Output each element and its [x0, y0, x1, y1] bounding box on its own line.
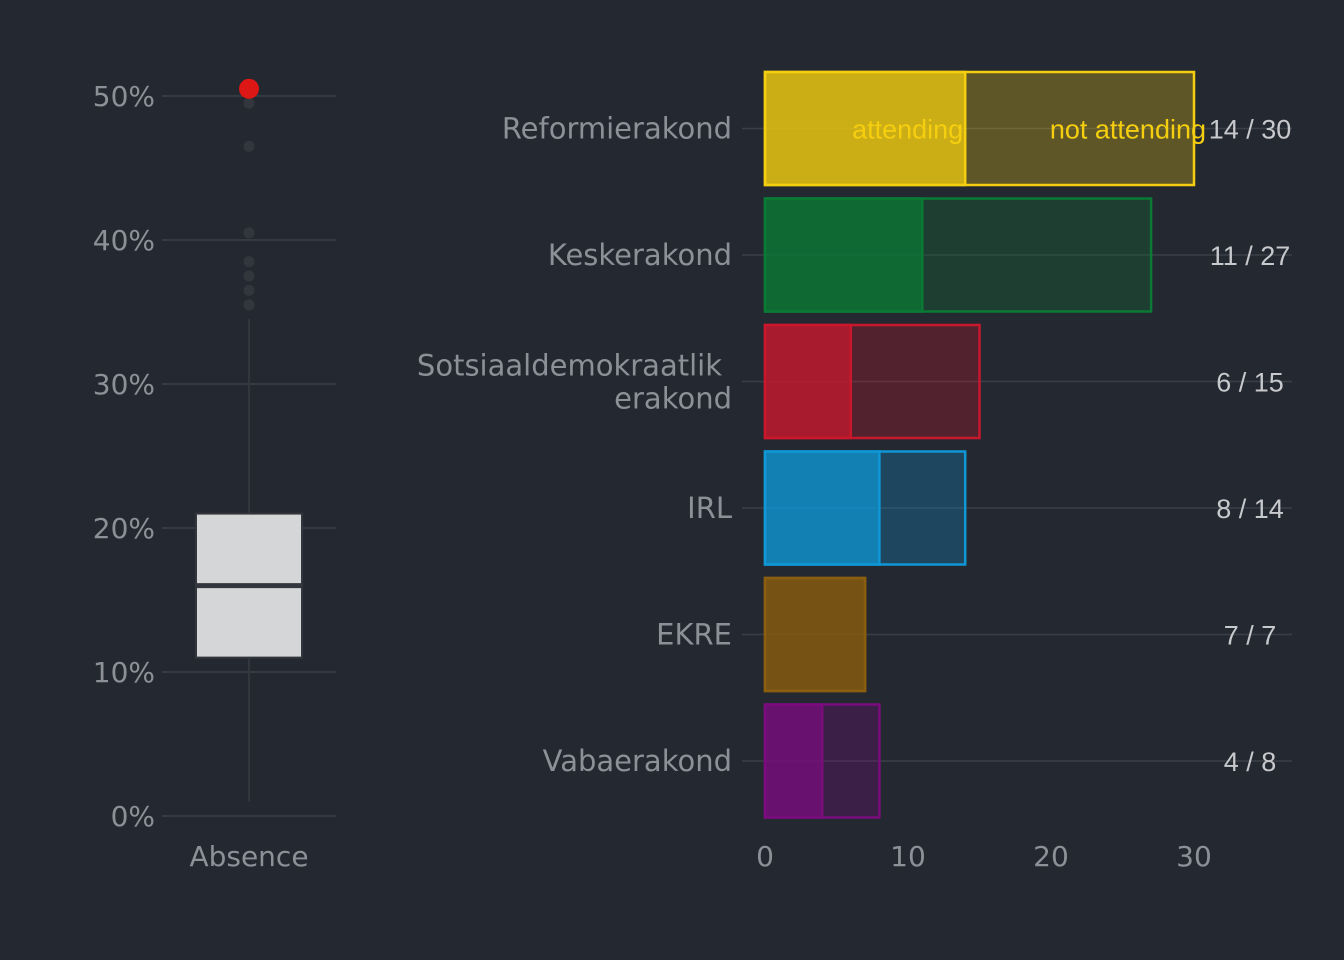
- category-label: Vabaerakond: [543, 744, 732, 778]
- outlier-point: [243, 256, 255, 268]
- category-label: erakond: [614, 382, 732, 416]
- x-tick-label: 30: [1176, 840, 1212, 873]
- category-label: Sotsiaaldemokraatlik: [417, 349, 722, 383]
- outlier-point: [243, 97, 255, 109]
- absence-boxplot: 0% 10% 20% 30% 40% 50% Absence: [93, 78, 336, 873]
- outlier-point: [243, 299, 255, 311]
- outlier-point: [243, 270, 255, 282]
- x-tick-label: 20: [1033, 840, 1069, 873]
- category-label: Reformierakond: [502, 112, 732, 146]
- value-label: 7 / 7: [1224, 621, 1277, 651]
- value-label: 14 / 30: [1209, 115, 1292, 145]
- y-tick-label: 30%: [93, 368, 155, 401]
- value-label: 4 / 8: [1224, 747, 1277, 777]
- right-edge-mask: [1292, 60, 1344, 860]
- bar-attending: [763, 70, 967, 187]
- y-tick-label: 20%: [93, 512, 155, 545]
- category-label: Keskerakond: [548, 238, 732, 272]
- bar-attending: [763, 703, 824, 819]
- category-label: IRL: [687, 491, 732, 525]
- value-label: 11 / 27: [1210, 241, 1291, 271]
- outlier-point: [243, 140, 255, 152]
- outlier-point: [243, 227, 255, 239]
- bar-attending: [763, 576, 867, 693]
- bar-attending: [763, 197, 924, 313]
- y-tick-label: 50%: [93, 80, 155, 113]
- legend-not-attending-label: not attending: [1050, 115, 1206, 145]
- value-label: 8 / 14: [1216, 494, 1284, 524]
- x-tick-label: 0: [756, 840, 774, 873]
- value-label: 6 / 15: [1216, 368, 1284, 398]
- y-tick-label: 10%: [93, 656, 155, 689]
- legend-attending-label: attending: [852, 115, 963, 145]
- highlight-point: [239, 78, 259, 99]
- y-tick-label: 40%: [93, 224, 155, 257]
- x-tick-label: 10: [890, 840, 926, 873]
- outlier-point: [243, 284, 255, 296]
- category-label: EKRE: [656, 618, 732, 652]
- bar-attending: [763, 323, 853, 440]
- party-attendance-bar-chart: Reformierakond 14 / 30 Keskerakond 11 / 27 S…: [417, 60, 1344, 873]
- bar-attending: [763, 450, 881, 566]
- y-tick-label: 0%: [111, 800, 155, 833]
- x-axis-label: Absence: [189, 840, 308, 873]
